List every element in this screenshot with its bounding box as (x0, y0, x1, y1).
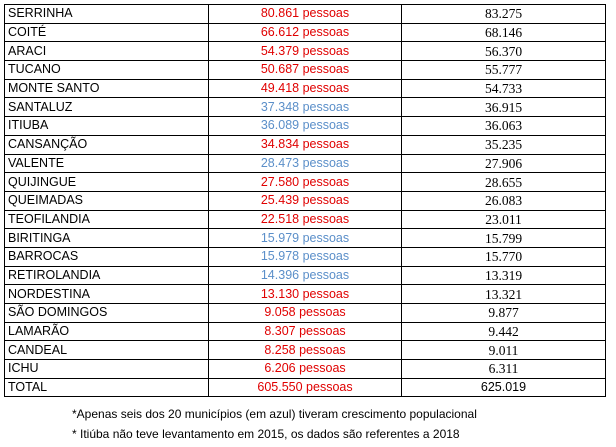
population-2018: 68.146 (401, 22, 606, 43)
table-row: SÃO DOMINGOS 9.058 pessoas 9.877 (4, 303, 606, 323)
municipality-name: TUCANO (4, 60, 209, 80)
table-row: TUCANO 50.687 pessoas 55.777 (4, 60, 606, 80)
table-row: ICHU 6.206 pessoas 6.311 (4, 359, 606, 379)
table-row: VALENTE 28.473 pessoas 27.906 (4, 153, 606, 174)
population-2018: 36.915 (401, 97, 606, 118)
total-2015: 605.550 pessoas (208, 377, 402, 398)
population-2018: 54.733 (401, 78, 606, 99)
footnote-itiuba: * Itiúba não teve levantamento em 2015, … (72, 427, 460, 441)
population-2018: 9.011 (401, 340, 606, 361)
table-row: BARROCAS 15.978 pessoas 15.770 (4, 246, 606, 267)
population-2018: 23.011 (401, 209, 606, 230)
population-2015: 49.418 pessoas (208, 78, 402, 99)
municipality-name: TEOFILANDIA (4, 209, 209, 230)
population-2018: 27.906 (401, 153, 606, 174)
population-2015: 80.861 pessoas (208, 4, 402, 24)
table-row: LAMARÃO 8.307 pessoas 9.442 (4, 321, 606, 342)
population-2018: 28.655 (401, 172, 606, 192)
table-row: MONTE SANTO 49.418 pessoas 54.733 (4, 78, 606, 99)
population-2015: 66.612 pessoas (208, 22, 402, 43)
municipality-name: LAMARÃO (4, 321, 209, 342)
population-2015: 14.396 pessoas (208, 265, 402, 286)
population-2018: 83.275 (401, 4, 606, 24)
municipality-name: RETIROLANDIA (4, 265, 209, 286)
population-2018: 9.877 (401, 303, 606, 323)
population-2018: 15.770 (401, 246, 606, 267)
municipality-name: BARROCAS (4, 246, 209, 267)
municipality-name: COITÉ (4, 22, 209, 43)
population-2015: 54.379 pessoas (208, 41, 402, 62)
municipality-name: NORDESTINA (4, 284, 209, 304)
table-row: BIRITINGA 15.979 pessoas 15.799 (4, 228, 606, 248)
municipality-name: ARACI (4, 41, 209, 62)
table-row: COITÉ 66.612 pessoas 68.146 (4, 22, 606, 43)
population-2015: 27.580 pessoas (208, 172, 402, 192)
population-2015: 36.089 pessoas (208, 116, 402, 136)
table-row: CANDEAL 8.258 pessoas 9.011 (4, 340, 606, 361)
population-2015: 8.258 pessoas (208, 340, 402, 361)
population-2018: 56.370 (401, 41, 606, 62)
population-2015: 13.130 pessoas (208, 284, 402, 304)
municipality-name: ITIUBA (4, 116, 209, 136)
table-row: QUEIMADAS 25.439 pessoas 26.083 (4, 190, 606, 211)
municipality-name: SÃO DOMINGOS (4, 303, 209, 323)
table-row: TEOFILANDIA 22.518 pessoas 23.011 (4, 209, 606, 230)
population-2018: 55.777 (401, 60, 606, 80)
table-row: NORDESTINA 13.130 pessoas 13.321 (4, 284, 606, 304)
population-2015: 50.687 pessoas (208, 60, 402, 80)
population-2015: 25.439 pessoas (208, 190, 402, 211)
total-row: TOTAL 605.550 pessoas 625.019 (4, 377, 606, 398)
municipality-name: SANTALUZ (4, 97, 209, 118)
population-2015: 8.307 pessoas (208, 321, 402, 342)
table-row: SANTALUZ 37.348 pessoas 36.915 (4, 97, 606, 118)
population-2015: 6.206 pessoas (208, 359, 402, 379)
municipality-name: BIRITINGA (4, 228, 209, 248)
municipality-name: MONTE SANTO (4, 78, 209, 99)
municipality-name: CANDEAL (4, 340, 209, 361)
population-2018: 13.319 (401, 265, 606, 286)
population-table: SERRINHA 80.861 pessoas 83.275 COITÉ 66.612 … (4, 4, 606, 398)
population-2018: 36.063 (401, 116, 606, 136)
table-row: CANSANÇÃO 34.834 pessoas 35.235 (4, 134, 606, 155)
table-row: ITIUBA 36.089 pessoas 36.063 (4, 116, 606, 136)
population-2018: 26.083 (401, 190, 606, 211)
table-row: RETIROLANDIA 14.396 pessoas 13.319 (4, 265, 606, 286)
municipality-name: QUEIMADAS (4, 190, 209, 211)
municipality-name: QUIJINGUE (4, 172, 209, 192)
table-row: QUIJINGUE 27.580 pessoas 28.655 (4, 172, 606, 192)
population-2018: 35.235 (401, 134, 606, 155)
total-label: TOTAL (4, 377, 209, 398)
population-2018: 13.321 (401, 284, 606, 304)
table-row: SERRINHA 80.861 pessoas 83.275 (4, 4, 606, 24)
municipality-name: VALENTE (4, 153, 209, 174)
footnotes: *Apenas seis dos 20 municípios (em azul)… (72, 404, 477, 444)
population-2015: 34.834 pessoas (208, 134, 402, 155)
population-2015: 22.518 pessoas (208, 209, 402, 230)
population-2018: 15.799 (401, 228, 606, 248)
population-2015: 15.979 pessoas (208, 228, 402, 248)
population-2015: 37.348 pessoas (208, 97, 402, 118)
population-2015: 15.978 pessoas (208, 246, 402, 267)
table-body: SERRINHA 80.861 pessoas 83.275 COITÉ 66.612 … (4, 4, 606, 398)
population-2015: 9.058 pessoas (208, 303, 402, 323)
municipality-name: ICHU (4, 359, 209, 379)
municipality-name: SERRINHA (4, 4, 209, 24)
municipality-name: CANSANÇÃO (4, 134, 209, 155)
table-row: ARACI 54.379 pessoas 56.370 (4, 41, 606, 62)
population-2018: 9.442 (401, 321, 606, 342)
total-2018: 625.019 (401, 377, 606, 398)
footnote-growth: *Apenas seis dos 20 municípios (em azul)… (72, 407, 477, 421)
population-2018: 6.311 (401, 359, 606, 379)
population-2015: 28.473 pessoas (208, 153, 402, 174)
